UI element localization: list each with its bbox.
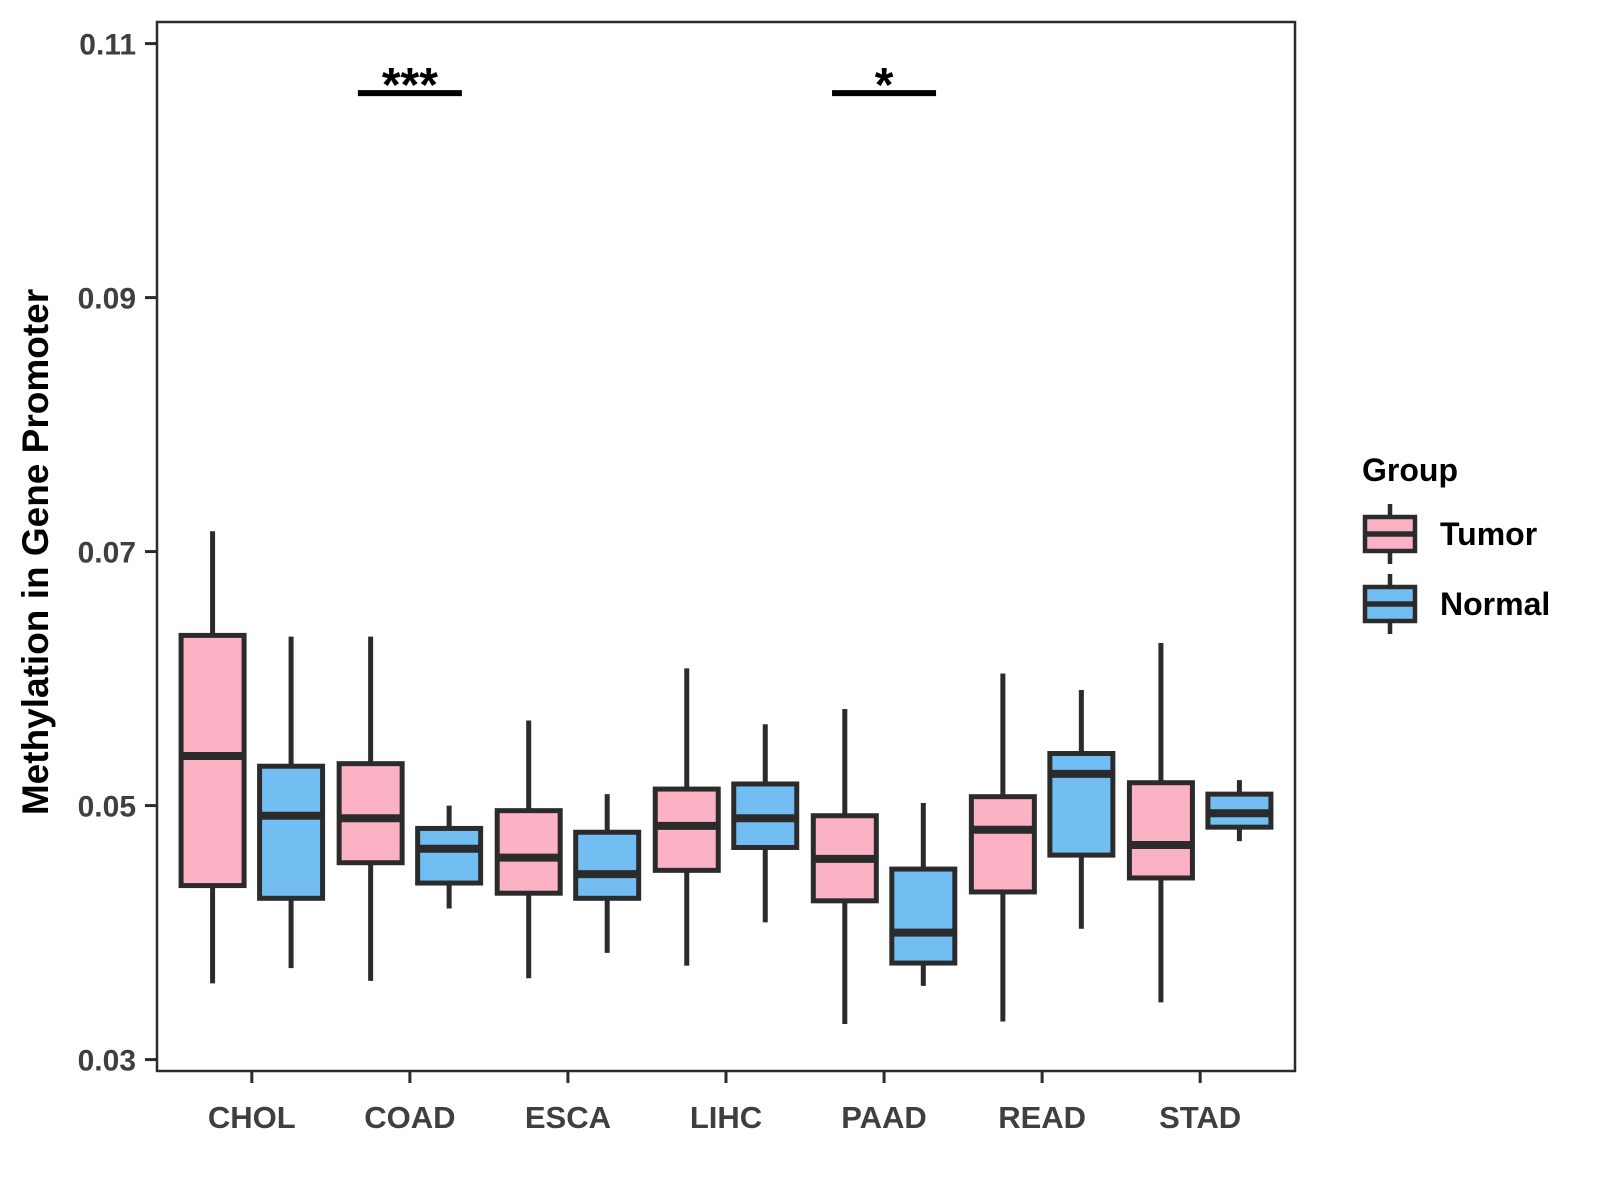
panel-border [155, 20, 1297, 1073]
box-CHOL-Normal [257, 763, 326, 901]
box-CHOL-Tumor [178, 632, 247, 889]
y-tick-label: 0.09 [78, 283, 136, 316]
x-tick-label-STAD: STAD [1159, 1100, 1241, 1135]
tumor-boxplot-key-icon [1362, 504, 1418, 564]
y-tick-label: 0.07 [78, 537, 136, 570]
legend-title: Group [1362, 452, 1458, 488]
y-tick-label: 0.03 [78, 1045, 136, 1078]
box-READ-Normal [1047, 751, 1116, 858]
legend-item-normal: Normal [1362, 573, 1550, 635]
significance-label-COAD: *** [382, 59, 438, 112]
normal-boxplot-key-icon [1362, 574, 1418, 634]
box-PAAD-Normal [889, 866, 958, 966]
legend-label-tumor: Tumor [1440, 515, 1538, 552]
x-tick-label-COAD: COAD [364, 1100, 455, 1135]
legend-item-tumor: Tumor [1362, 503, 1550, 565]
box-READ-Tumor [968, 794, 1037, 895]
x-tick-label-LIHC: LIHC [690, 1100, 762, 1135]
y-tick-label: 0.11 [79, 29, 136, 62]
x-tick-label-PAAD: PAAD [841, 1100, 927, 1135]
legend: Group Tumor Normal [1362, 452, 1550, 643]
box-COAD-Normal [415, 825, 484, 886]
legend-label-normal: Normal [1440, 585, 1551, 622]
box-ESCA-Tumor [494, 808, 563, 896]
box-STAD-Tumor [1126, 780, 1195, 881]
box-COAD-Tumor [336, 761, 405, 866]
x-tick-label-ESCA: ESCA [525, 1100, 611, 1135]
significance-label-PAAD: * [875, 59, 894, 112]
y-tick-label: 0.05 [78, 791, 136, 824]
box-ESCA-Normal [573, 829, 642, 901]
x-tick-label-CHOL: CHOL [208, 1100, 296, 1135]
x-tick-label-READ: READ [998, 1100, 1086, 1135]
